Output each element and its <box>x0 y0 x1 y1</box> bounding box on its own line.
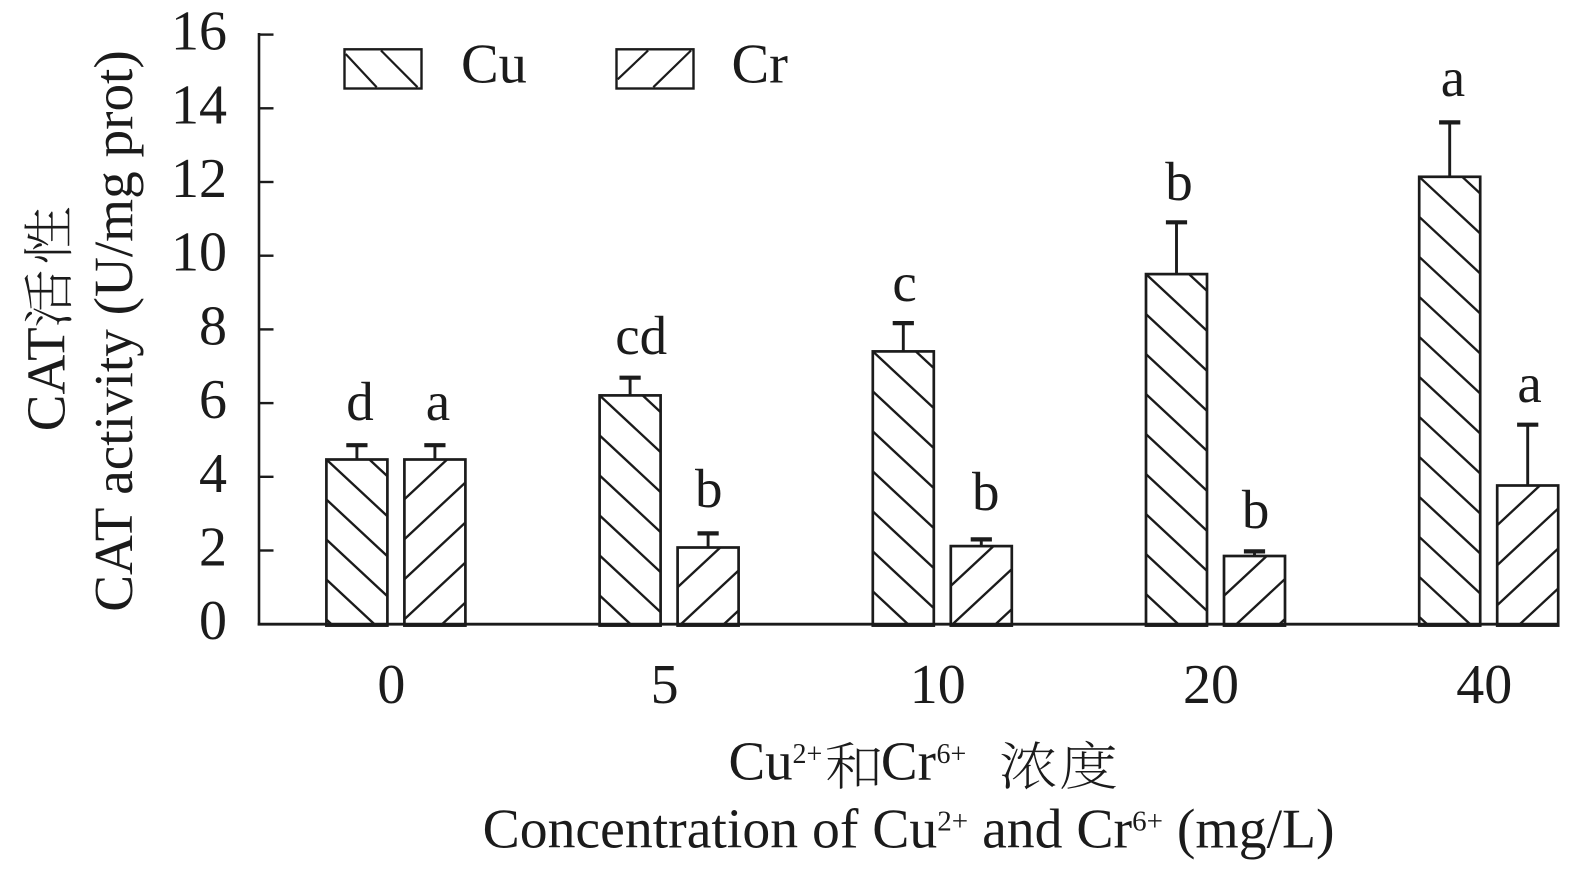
svg-text:CAT activity (U/mg prot): CAT activity (U/mg prot) <box>83 50 144 612</box>
svg-text:d: d <box>346 371 374 432</box>
svg-text:a: a <box>1441 47 1465 108</box>
svg-text:12: 12 <box>171 148 227 210</box>
svg-text:c: c <box>892 252 916 313</box>
svg-text:10: 10 <box>171 222 227 284</box>
svg-text:20: 20 <box>1183 654 1239 716</box>
svg-text:2: 2 <box>199 517 227 579</box>
svg-text:CAT: CAT <box>16 327 77 431</box>
svg-text:2+: 2+ <box>793 739 823 770</box>
svg-text:Cu: Cu <box>461 34 527 96</box>
svg-text:4: 4 <box>199 443 227 505</box>
svg-text:cd: cd <box>615 305 667 366</box>
svg-text:14: 14 <box>171 74 227 136</box>
svg-text:a: a <box>1517 353 1541 414</box>
svg-text:b: b <box>972 461 1000 522</box>
svg-text:Cr: Cr <box>881 731 936 792</box>
svg-text:Cu: Cu <box>729 731 793 792</box>
svg-text:6: 6 <box>199 369 227 431</box>
svg-text:a: a <box>426 371 450 432</box>
svg-text:b: b <box>1242 479 1270 540</box>
svg-text:8: 8 <box>199 295 227 357</box>
svg-text:0: 0 <box>377 654 405 716</box>
svg-text:Concentration of Cu2+ and Cr6+: Concentration of Cu2+ and Cr6+ (mg/L) <box>483 798 1335 860</box>
svg-text:10: 10 <box>910 654 966 716</box>
svg-text:40: 40 <box>1456 654 1512 716</box>
svg-text:Cr: Cr <box>732 34 789 96</box>
svg-text:b: b <box>695 458 723 519</box>
svg-text:5: 5 <box>651 654 679 716</box>
svg-text:16: 16 <box>171 1 227 63</box>
svg-text:b: b <box>1165 151 1193 212</box>
svg-text:6+: 6+ <box>937 739 967 770</box>
svg-text:0: 0 <box>199 590 227 652</box>
